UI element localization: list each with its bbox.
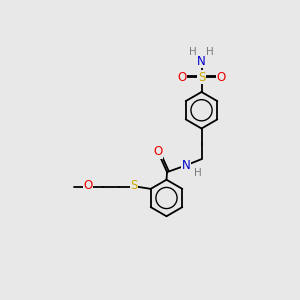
Text: H: H — [194, 168, 202, 178]
Text: N: N — [197, 55, 206, 68]
Text: H: H — [189, 47, 197, 57]
Text: H: H — [206, 47, 214, 57]
Text: O: O — [154, 145, 163, 158]
Text: O: O — [178, 71, 187, 84]
Text: O: O — [216, 71, 226, 84]
Text: O: O — [84, 179, 93, 192]
Text: S: S — [198, 71, 205, 84]
Text: S: S — [130, 179, 138, 192]
Text: N: N — [182, 159, 190, 172]
